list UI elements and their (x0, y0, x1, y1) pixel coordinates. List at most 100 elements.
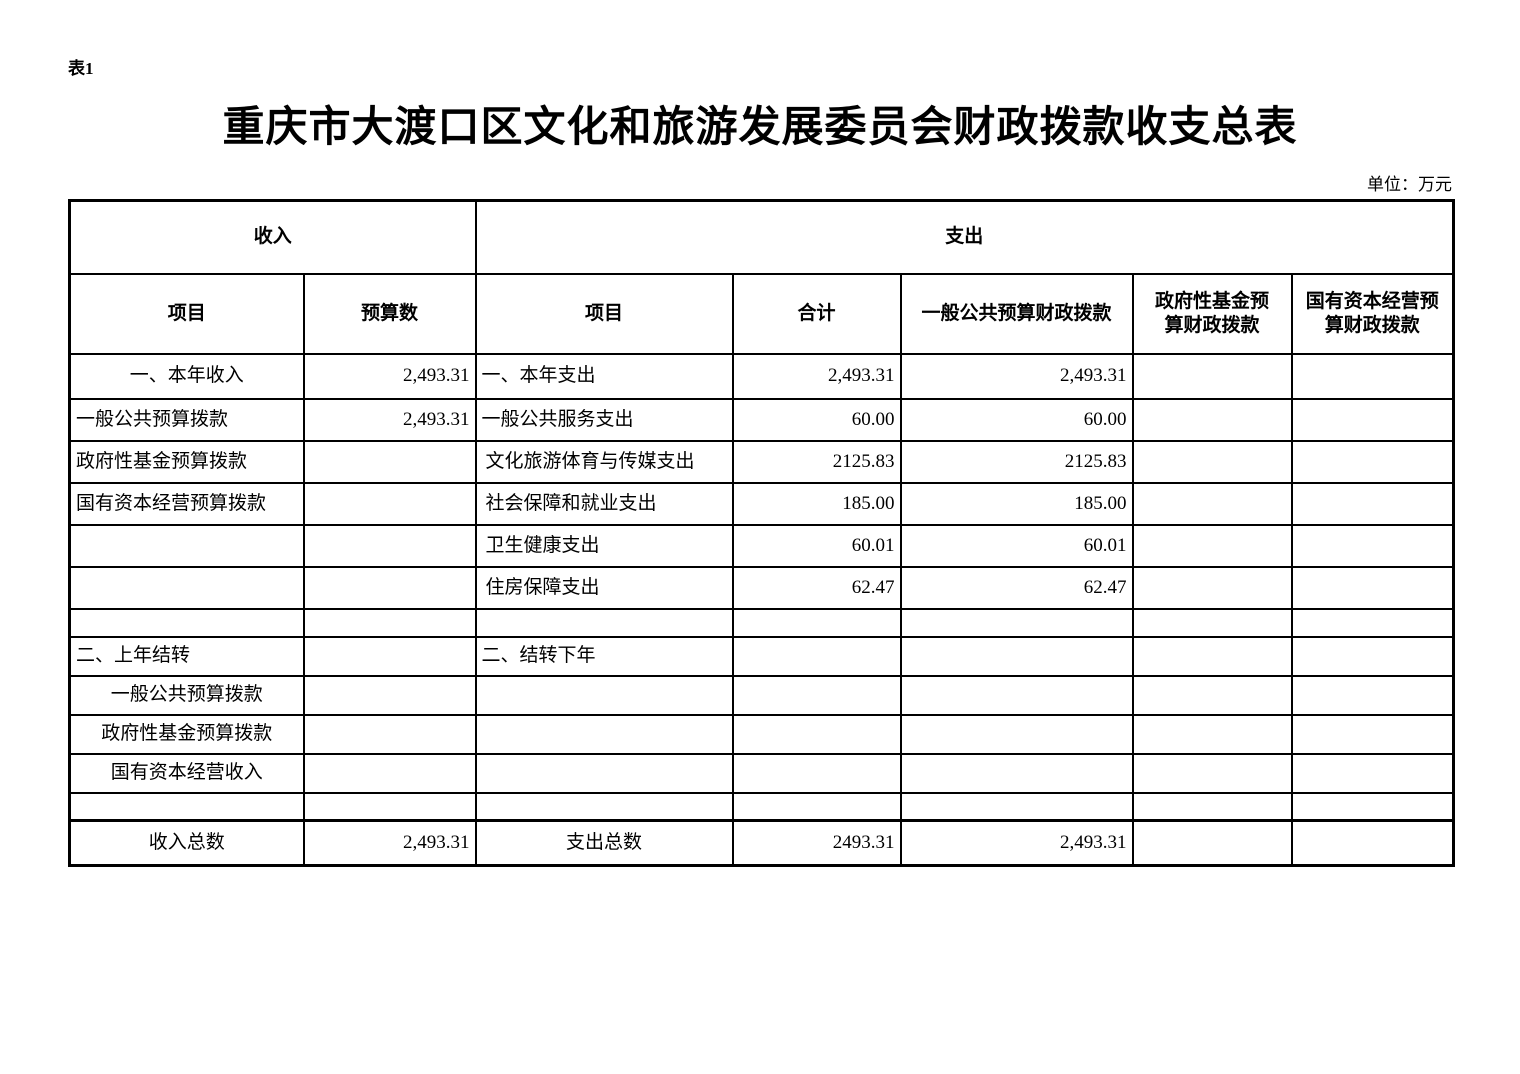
expense-item-cell (474, 713, 734, 755)
table-row: 一般公共预算拨款 2,493.31 一般公共服务支出 60.00 60.00 (68, 397, 1455, 442)
expense-item-cell: 一、本年支出 (474, 352, 734, 400)
expense-total-label-cell: 支出总数 (474, 819, 734, 867)
income-budget-cell (302, 791, 477, 822)
income-item-cell (68, 607, 305, 638)
expense-total-cell: 2,493.31 (731, 352, 902, 400)
expense-general-cell: 2125.83 (899, 439, 1134, 484)
table-row: 政府性基金预算拨款 (68, 713, 1455, 755)
totals-row: 收入总数 2,493.31 支出总数 2493.31 2,493.31 (68, 819, 1455, 867)
expense-govfund-cell (1131, 674, 1293, 716)
expense-govfund-cell (1131, 352, 1293, 400)
income-item-cell: 一般公共预算拨款 (68, 397, 305, 442)
income-budget-cell (302, 713, 477, 755)
income-item-cell: 国有资本经营收入 (68, 752, 305, 794)
state-capital-column-header: 国有资本经营预 算财政拨款 (1290, 272, 1455, 355)
income-budget-cell (302, 607, 477, 638)
expense-general-cell: 60.00 (899, 397, 1134, 442)
page-title: 重庆市大渡口区文化和旅游发展委员会财政拨款收支总表 (222, 105, 1298, 151)
income-budget-cell (302, 523, 477, 568)
income-budget-cell (302, 674, 477, 716)
unit-note: 单位：万元 (1367, 175, 1452, 194)
income-item-cell (68, 791, 305, 822)
table-row: 国有资本经营收入 (68, 752, 1455, 794)
income-item-cell: 政府性基金预算拨款 (68, 439, 305, 484)
table-row: 国有资本经营预算拨款 社会保障和就业支出 185.00 185.00 (68, 481, 1455, 526)
expense-govfund-cell (1131, 791, 1293, 822)
income-budget-cell (302, 439, 477, 484)
expense-item-cell (474, 791, 734, 822)
expense-general-cell: 62.47 (899, 565, 1134, 610)
expense-total-cell (731, 635, 902, 677)
table-number-label: 表1 (68, 59, 94, 78)
expense-total-cell (731, 607, 902, 638)
table-row: 卫生健康支出 60.01 60.01 (68, 523, 1455, 568)
expense-total-cell: 62.47 (731, 565, 902, 610)
table-group-header-row: 收入 支出 (68, 199, 1455, 275)
expense-statecap-cell (1290, 713, 1455, 755)
expense-item-cell: 文化旅游体育与传媒支出 (474, 439, 734, 484)
expense-item-cell: 社会保障和就业支出 (474, 481, 734, 526)
expense-total-sum-cell: 2493.31 (731, 819, 902, 867)
expense-statecap-cell (1290, 523, 1455, 568)
expense-statecap-sum-cell (1290, 819, 1455, 867)
expense-total-cell: 60.01 (731, 523, 902, 568)
expense-govfund-cell (1131, 713, 1293, 755)
budget-summary-table: 收入 支出 项目 预算数 项目 合计 一般公共预算财政拨款 政府性基金预 算财政… (68, 199, 1456, 867)
table-row: 一、本年收入 2,493.31 一、本年支出 2,493.31 2,493.31 (68, 352, 1455, 400)
table-row (68, 607, 1455, 638)
table-row: 二、上年结转 二、结转下年 (68, 635, 1455, 677)
expense-govfund-cell (1131, 752, 1293, 794)
expense-govfund-cell (1131, 635, 1293, 677)
income-budget-cell (302, 635, 477, 677)
income-item-cell (68, 565, 305, 610)
expense-statecap-cell (1290, 635, 1455, 677)
expense-general-cell (899, 752, 1134, 794)
expense-total-cell: 185.00 (731, 481, 902, 526)
expense-item-cell (474, 607, 734, 638)
expense-item-cell: 一般公共服务支出 (474, 397, 734, 442)
expense-statecap-cell (1290, 752, 1455, 794)
income-total-label-cell: 收入总数 (68, 819, 305, 867)
expense-general-cell (899, 674, 1134, 716)
expense-item-cell: 卫生健康支出 (474, 523, 734, 568)
income-group-header: 收入 (68, 199, 477, 275)
expense-item-cell: 住房保障支出 (474, 565, 734, 610)
expense-total-column-header: 合计 (731, 272, 902, 355)
expense-general-cell: 185.00 (899, 481, 1134, 526)
expense-govfund-cell (1131, 565, 1293, 610)
table-row: 政府性基金预算拨款 文化旅游体育与传媒支出 2125.83 2125.83 (68, 439, 1455, 484)
expense-statecap-cell (1290, 607, 1455, 638)
expense-statecap-cell (1290, 674, 1455, 716)
expense-statecap-cell (1290, 352, 1455, 400)
income-total-value-cell: 2,493.31 (302, 819, 477, 867)
expense-statecap-cell (1290, 791, 1455, 822)
income-budget-cell (302, 481, 477, 526)
general-budget-column-header: 一般公共预算财政拨款 (899, 272, 1134, 355)
income-item-cell: 一般公共预算拨款 (68, 674, 305, 716)
expense-total-cell (731, 674, 902, 716)
expense-statecap-cell (1290, 481, 1455, 526)
income-budget-cell: 2,493.31 (302, 352, 477, 400)
expense-statecap-cell (1290, 397, 1455, 442)
expense-statecap-cell (1290, 565, 1455, 610)
income-budget-cell (302, 752, 477, 794)
income-item-cell: 二、上年结转 (68, 635, 305, 677)
expense-item-column-header: 项目 (474, 272, 734, 355)
income-budget-cell (302, 565, 477, 610)
expense-general-cell (899, 607, 1134, 638)
table-column-header-row: 项目 预算数 项目 合计 一般公共预算财政拨款 政府性基金预 算财政拨款 国有资… (68, 272, 1455, 355)
table-row: 一般公共预算拨款 (68, 674, 1455, 716)
income-item-cell: 国有资本经营预算拨款 (68, 481, 305, 526)
expense-general-cell (899, 635, 1134, 677)
expense-general-cell (899, 791, 1134, 822)
expense-statecap-cell (1290, 439, 1455, 484)
income-item-cell: 政府性基金预算拨款 (68, 713, 305, 755)
expense-govfund-cell (1131, 481, 1293, 526)
expense-general-sum-cell: 2,493.31 (899, 819, 1134, 867)
expense-total-cell (731, 713, 902, 755)
expense-govfund-cell (1131, 439, 1293, 484)
expense-total-cell: 60.00 (731, 397, 902, 442)
expense-total-cell (731, 791, 902, 822)
expense-group-header: 支出 (474, 199, 1455, 275)
